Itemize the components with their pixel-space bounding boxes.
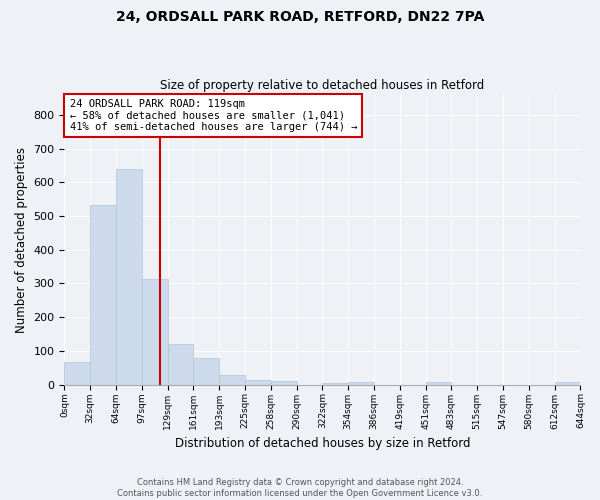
Bar (271, 382, 297, 384)
Bar (90, 205, 116, 384)
Text: 24 ORDSALL PARK ROAD: 119sqm
← 58% of detached houses are smaller (1,041)
41% of: 24 ORDSALL PARK ROAD: 119sqm ← 58% of de… (70, 99, 357, 132)
Bar (64, 362, 90, 384)
Bar (555, 382, 580, 384)
Bar (245, 380, 271, 384)
Bar (219, 374, 245, 384)
Bar (193, 358, 219, 384)
Bar (426, 382, 451, 384)
Text: 24, ORDSALL PARK ROAD, RETFORD, DN22 7PA: 24, ORDSALL PARK ROAD, RETFORD, DN22 7PA (116, 10, 484, 24)
Bar (322, 383, 348, 384)
Bar (348, 382, 374, 384)
X-axis label: Distribution of detached houses by size in Retford: Distribution of detached houses by size … (175, 437, 470, 450)
Bar (142, 280, 168, 384)
Bar (116, 170, 142, 384)
Bar (168, 344, 193, 385)
Title: Size of property relative to detached houses in Retford: Size of property relative to detached ho… (160, 79, 485, 92)
Text: Contains HM Land Registry data © Crown copyright and database right 2024.
Contai: Contains HM Land Registry data © Crown c… (118, 478, 482, 498)
Y-axis label: Number of detached properties: Number of detached properties (15, 146, 28, 332)
